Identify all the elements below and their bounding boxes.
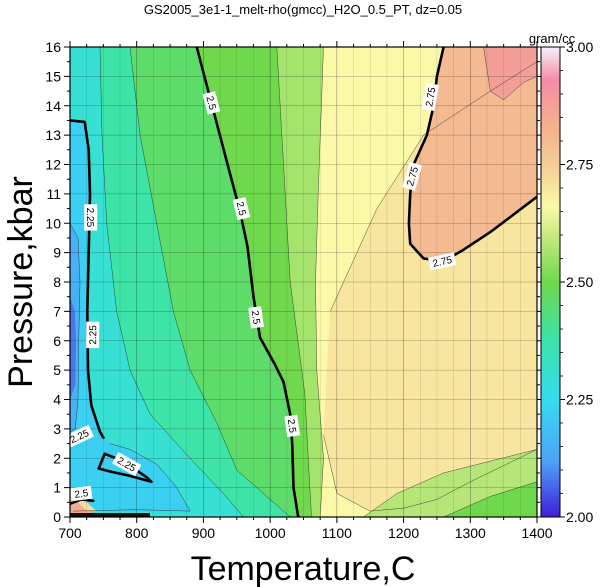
contour-label-text: 2.25: [84, 208, 95, 228]
colorbar-unit-label: gram/cc: [529, 31, 576, 46]
colorbar-tick-label: 2.00: [566, 509, 593, 525]
y-tick-label: 15: [45, 68, 61, 84]
contour-label-box: [402, 161, 423, 191]
contour-label-box: [70, 485, 93, 502]
contour-label: 2.5: [232, 196, 251, 221]
x-tick-label: 1300: [455, 525, 486, 541]
colorbar: 2.00 2.25 2.50 2.75 3.00 gram/cc: [529, 31, 594, 525]
y-tick-label: 0: [53, 509, 61, 525]
y-tick-label: 6: [53, 333, 61, 349]
contour-label: 2.75: [402, 161, 423, 191]
y-tick-label: 8: [53, 274, 61, 290]
contour-label-text: 2.25: [88, 325, 99, 345]
density-zone-blue: [70, 296, 76, 400]
thin-contour: [73, 509, 191, 512]
contour-label-box: [421, 82, 439, 112]
y-axis-label: Pressure,kbar: [2, 176, 40, 388]
contour-label-text: 2.5: [249, 310, 262, 326]
x-tick-label: 1000: [255, 525, 286, 541]
contour-label: 2.25: [84, 204, 98, 231]
contour-label-text: 2.75: [424, 86, 438, 107]
y-tick-label: 16: [45, 39, 61, 55]
y-tick-label: 2: [53, 450, 61, 466]
x-tick-label: 800: [125, 525, 149, 541]
colorbar-tick-label: 2.75: [566, 157, 593, 173]
colorbar-tick-label: 3.00: [566, 39, 593, 55]
contour-label-text: 2.75: [405, 165, 421, 187]
density-zone-bottom-left-pink: [70, 499, 110, 517]
contour-label: 2.25: [86, 321, 100, 349]
thin-contour: [129, 47, 291, 517]
contour-label-box: [86, 321, 100, 349]
contour-label-box: [84, 204, 98, 231]
thin-contour: [363, 449, 537, 517]
thin-contour: [443, 481, 537, 517]
contour-label-text: 2.75: [432, 255, 454, 270]
contour-label-box: [284, 414, 301, 438]
density-zone-cyan-bright: [70, 120, 191, 512]
x-axis: 700 800 900 1000 1100 1200 1300 1400: [58, 41, 553, 541]
x-tick-label: 1100: [322, 525, 352, 541]
contour-label: 2.75: [421, 82, 439, 112]
colorbar-tick-label: 2.50: [566, 274, 593, 290]
density-zone-orange: [408, 47, 537, 262]
plot-area: 2.252.252.252.252.52.52.52.52.52.752.752…: [69, 46, 538, 518]
colorbar-ticks: 2.00 2.25 2.50 2.75 3.00: [560, 39, 593, 525]
contour-label-text: 2.5: [285, 418, 298, 434]
density-zone-black-strip: [70, 513, 150, 517]
contour-label-box: [70, 424, 95, 448]
y-tick-label: 12: [45, 157, 61, 173]
thin-contour: [315, 47, 324, 517]
contour-label: 2.5: [202, 91, 221, 115]
x-axis-label: Temperature,C: [191, 550, 416, 587]
y-tick-label: 7: [53, 303, 61, 319]
contour-label: 2.75: [428, 252, 457, 271]
y-tick-label: 13: [45, 127, 61, 143]
thin-contour: [329, 61, 537, 312]
contour-label-text: 2.5: [203, 95, 217, 112]
contour-label-box: [428, 252, 457, 271]
x-tick-label: 1200: [388, 525, 419, 541]
y-tick-label: 1: [53, 480, 61, 496]
y-tick-label: 5: [53, 362, 61, 378]
colorbar-bar: [540, 46, 561, 518]
x-tick-label: 1400: [521, 525, 552, 541]
thin-contours: [70, 47, 537, 517]
contour-label-text: 2.5: [234, 201, 248, 218]
thin-contour: [99, 47, 244, 517]
thin-contour: [70, 223, 81, 433]
thin-contour: [276, 47, 312, 517]
y-tick-label: 14: [45, 98, 61, 114]
contour-2.25-line: [70, 119, 105, 439]
labeled-contours: 2.252.252.252.252.52.52.52.52.52.752.752…: [70, 47, 537, 517]
thin-contour: [483, 47, 537, 101]
density-zone-green-right-dark: [443, 481, 537, 517]
y-tick-label: 9: [53, 245, 61, 261]
y-tick-label: 4: [53, 392, 61, 408]
thin-contour: [109, 443, 191, 512]
contour-label-box: [248, 306, 264, 329]
contour-label-box: [232, 196, 251, 221]
chart-title: GS2005_3e1-1_melt-rho(gmcc)_H2O_0.5_PT, …: [144, 2, 462, 17]
y-tick-label: 3: [53, 421, 61, 437]
contour-label: 2.5: [284, 414, 301, 438]
contour-label-box: [202, 91, 221, 115]
colorbar-tick-label: 2.25: [566, 392, 593, 408]
contour-label-box: [112, 451, 142, 477]
y-tick-label: 11: [46, 186, 61, 202]
thin-contour: [323, 434, 537, 512]
contour-label: 2.5: [248, 306, 264, 329]
contour-2.25-line: [97, 452, 153, 484]
contour-label-text: 2.5: [74, 488, 90, 501]
y-tick-label: 10: [45, 215, 61, 231]
x-tick-label: 900: [192, 525, 216, 541]
contour-label: 2.5: [70, 485, 93, 502]
x-tick-label: 700: [58, 525, 82, 541]
